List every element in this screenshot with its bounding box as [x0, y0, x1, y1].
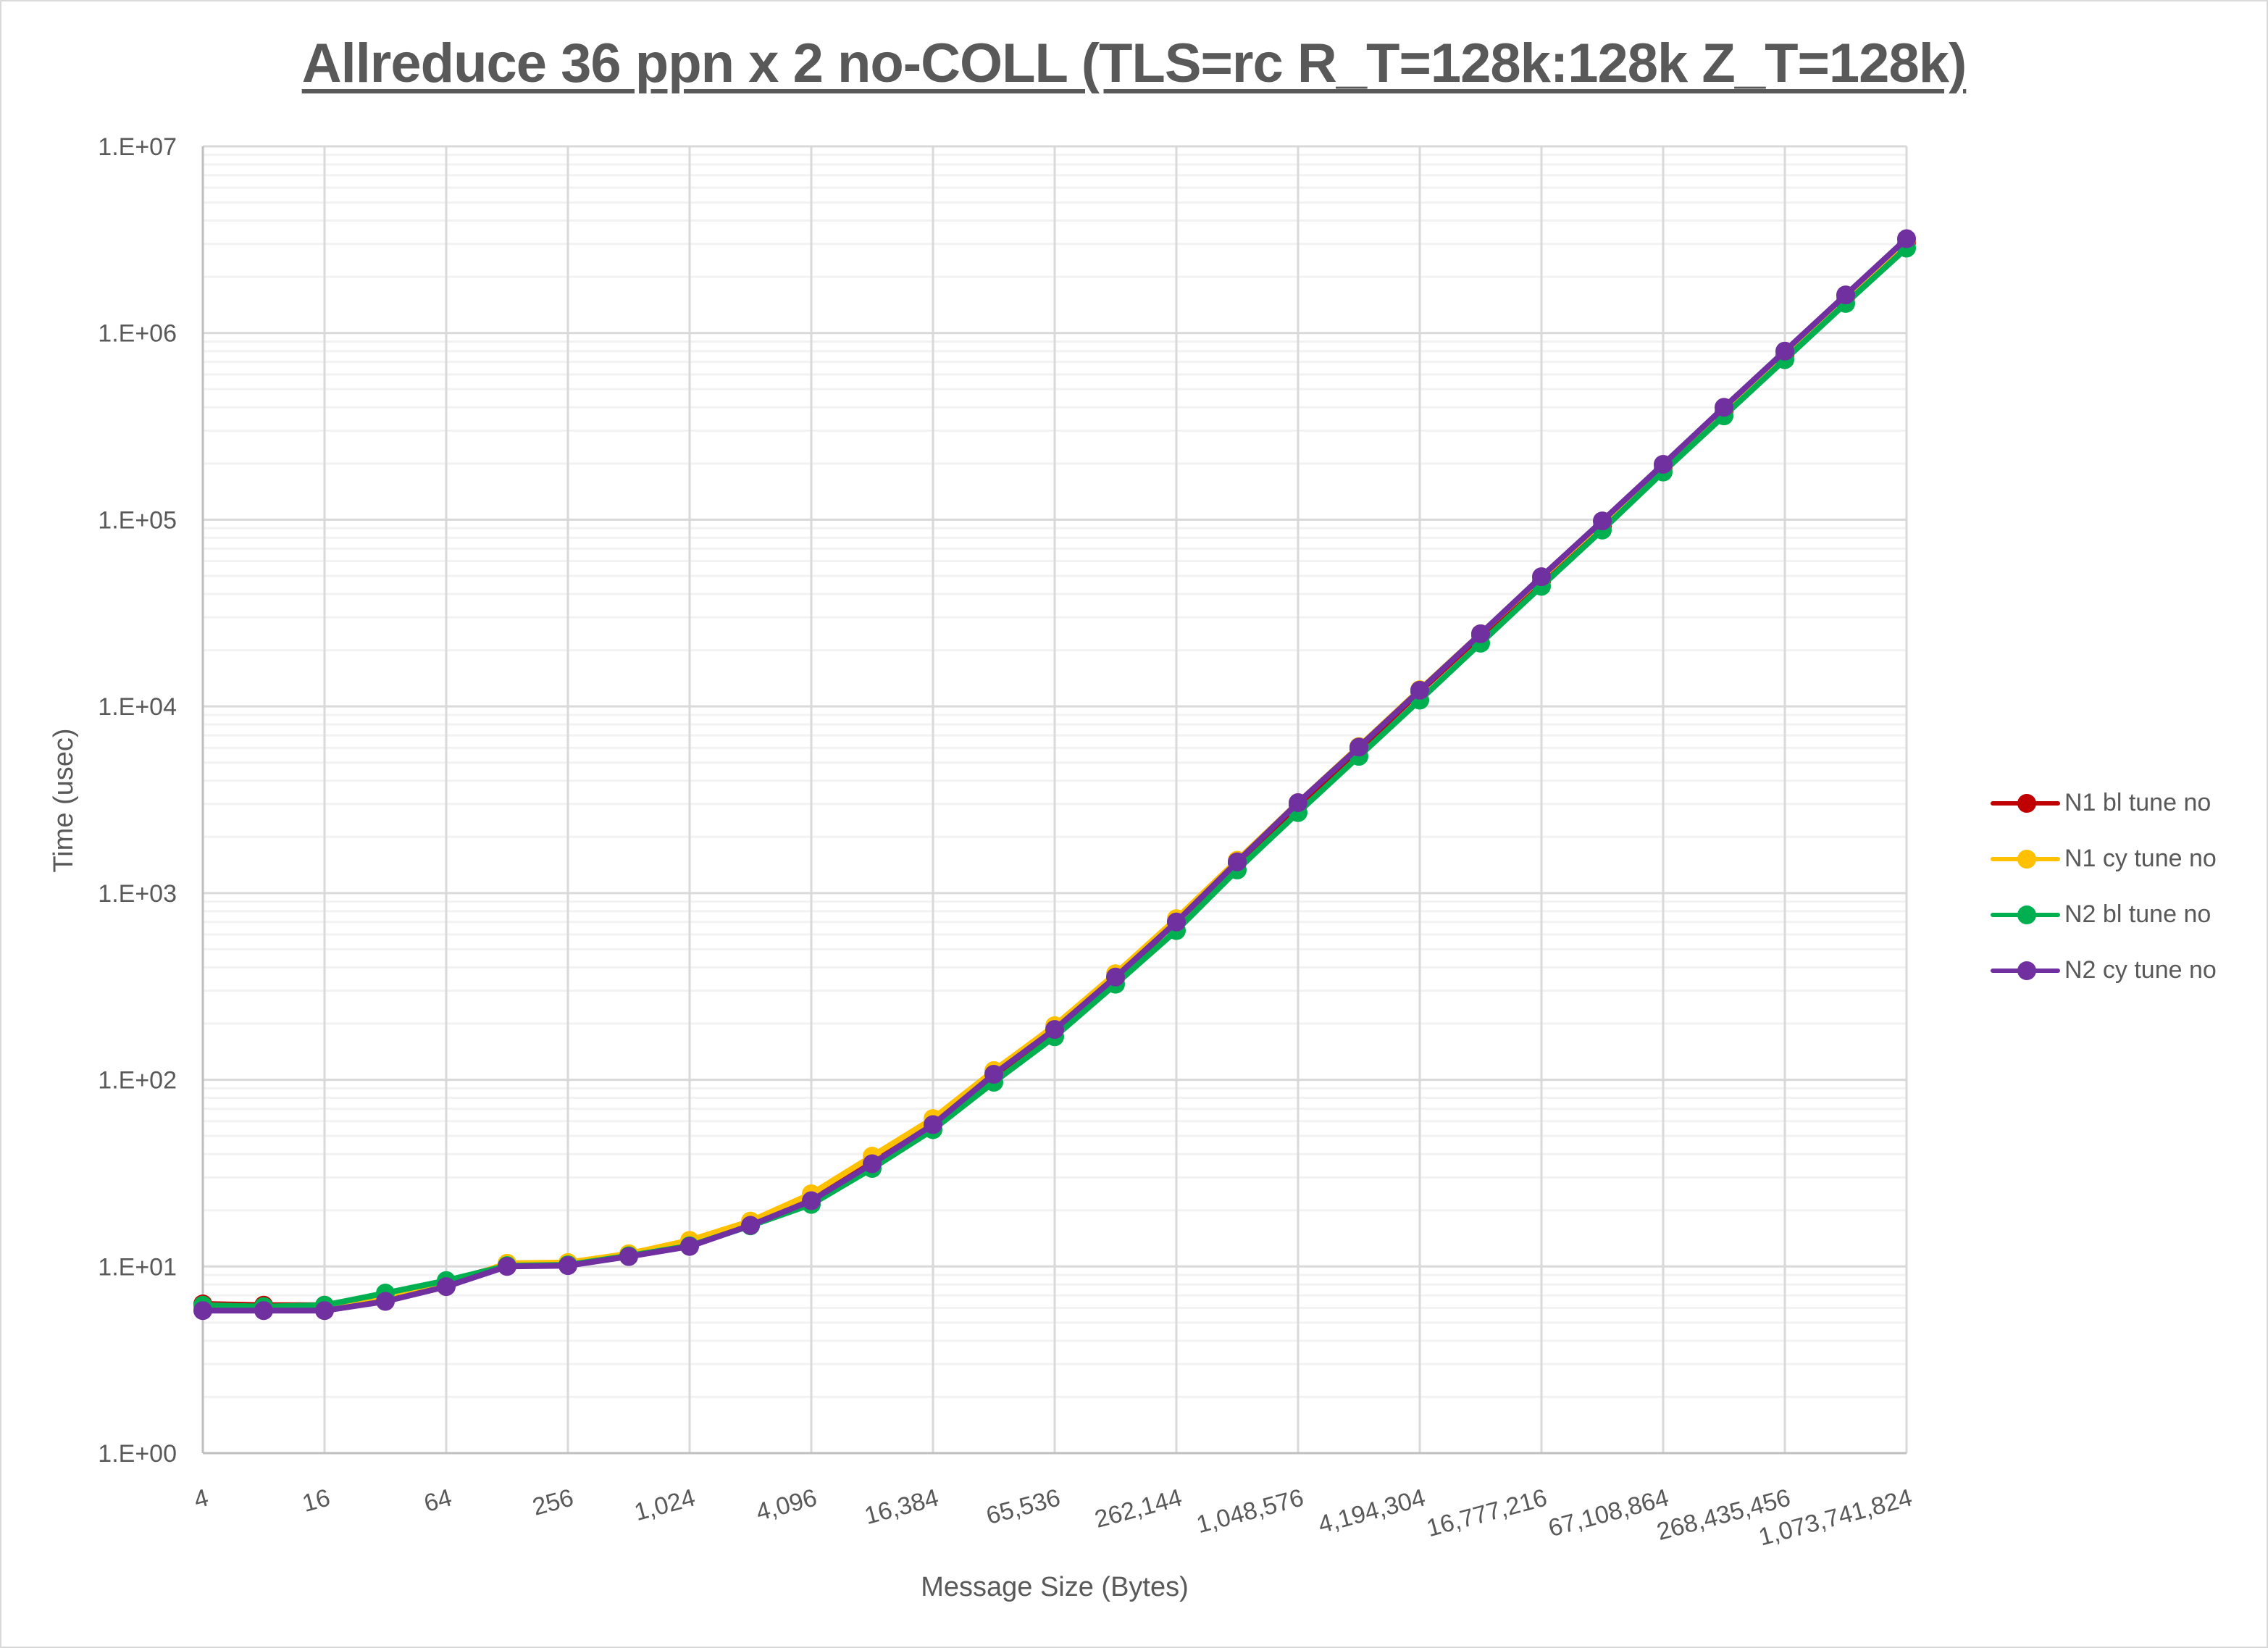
legend-line-marker-icon — [1991, 849, 2060, 869]
x-tick-label: 4 — [191, 1484, 212, 1514]
data-point-marker — [1106, 967, 1125, 987]
x-tick-label: 64 — [421, 1484, 454, 1517]
legend-item: N2 bl tune no — [1991, 887, 2217, 942]
x-tick-label: 1,048,576 — [1194, 1484, 1307, 1539]
data-point-marker — [193, 1301, 212, 1321]
x-tick-label: 262,144 — [1092, 1484, 1185, 1534]
x-tick-label: 16 — [299, 1484, 332, 1517]
data-point-marker — [1167, 912, 1186, 932]
data-point-marker — [254, 1301, 273, 1321]
data-point-marker — [802, 1191, 821, 1210]
data-point-marker — [924, 1115, 942, 1134]
x-axis-title: Message Size (Bytes) — [921, 1572, 1189, 1602]
data-point-marker — [863, 1154, 882, 1174]
legend-label: N2 cy tune no — [2064, 956, 2217, 984]
data-point-marker — [1593, 511, 1612, 531]
legend-line-marker-icon — [1991, 961, 2060, 980]
legend-line-marker-icon — [1991, 793, 2060, 813]
x-tick-labels: 4 16 64 256 1,024 4,096 16,384 65,536 262,144 1,0… — [191, 1484, 1915, 1551]
data-point-marker — [376, 1292, 395, 1311]
legend-item: N1 bl tune no — [1991, 775, 2217, 831]
x-tick-label: 4,194,304 — [1315, 1484, 1428, 1539]
legend-item: N2 cy tune no — [1991, 942, 2217, 998]
data-point-marker — [1410, 680, 1429, 700]
data-point-marker — [1897, 229, 1916, 248]
data-point-marker — [498, 1257, 516, 1276]
x-tick-label: 4,096 — [753, 1484, 820, 1526]
axes — [201, 146, 1907, 1455]
y-tick-label: 1.E+00 — [98, 1440, 177, 1468]
y-tick-label: 1.E+02 — [98, 1067, 177, 1095]
legend-label: N1 cy tune no — [2064, 845, 2217, 872]
data-point-marker — [315, 1301, 334, 1321]
data-point-marker — [1654, 454, 1673, 474]
data-point-marker — [1471, 624, 1490, 643]
y-tick-label: 1.E+03 — [98, 880, 177, 908]
y-axis-title: Time (usec) — [49, 728, 79, 872]
data-point-marker — [984, 1064, 1003, 1084]
legend: N1 bl tune no N1 cy tune no N2 bl tune no N… — [1991, 775, 2217, 998]
series-n2-cy-tune-no — [193, 229, 1916, 1321]
data-point-marker — [558, 1256, 577, 1276]
data-point-marker — [1349, 737, 1368, 757]
x-tick-label: 1,024 — [632, 1484, 698, 1526]
y-tick-label: 1.E+07 — [98, 133, 177, 161]
y-tick-label: 1.E+04 — [98, 693, 177, 721]
x-tick-label: 16,777,216 — [1424, 1484, 1550, 1542]
data-series — [193, 229, 1916, 1321]
data-point-marker — [680, 1237, 699, 1256]
data-point-marker — [619, 1247, 638, 1266]
y-tick-label: 1.E+05 — [98, 506, 177, 534]
data-point-marker — [1289, 793, 1307, 813]
data-point-marker — [1836, 285, 1855, 305]
legend-label: N2 bl tune no — [2064, 900, 2211, 928]
data-point-marker — [1715, 398, 1733, 417]
x-tick-label: 256 — [530, 1484, 577, 1521]
legend-line-marker-icon — [1991, 905, 2060, 924]
x-tick-label: 67,108,864 — [1546, 1484, 1672, 1542]
chart-title: Allreduce 36 ppn x 2 no-COLL (TLS=rc R_T… — [301, 33, 1967, 94]
y-tick-label: 1.E+01 — [98, 1253, 177, 1281]
legend-label: N1 bl tune no — [2064, 789, 2211, 816]
data-point-marker — [1775, 341, 1794, 361]
data-point-marker — [1045, 1020, 1064, 1040]
data-point-marker — [1228, 852, 1247, 871]
data-point-marker — [741, 1216, 760, 1235]
legend-item: N1 cy tune no — [1991, 831, 2217, 887]
y-tick-labels: 1.E+00 1.E+01 1.E+02 1.E+03 1.E+04 1.E+05 1.E+… — [98, 133, 177, 1468]
x-tick-label: 16,384 — [861, 1484, 941, 1530]
x-tick-label: 65,536 — [983, 1484, 1063, 1530]
data-point-marker — [1532, 567, 1551, 587]
data-point-marker — [437, 1277, 456, 1297]
y-tick-label: 1.E+06 — [98, 320, 177, 348]
